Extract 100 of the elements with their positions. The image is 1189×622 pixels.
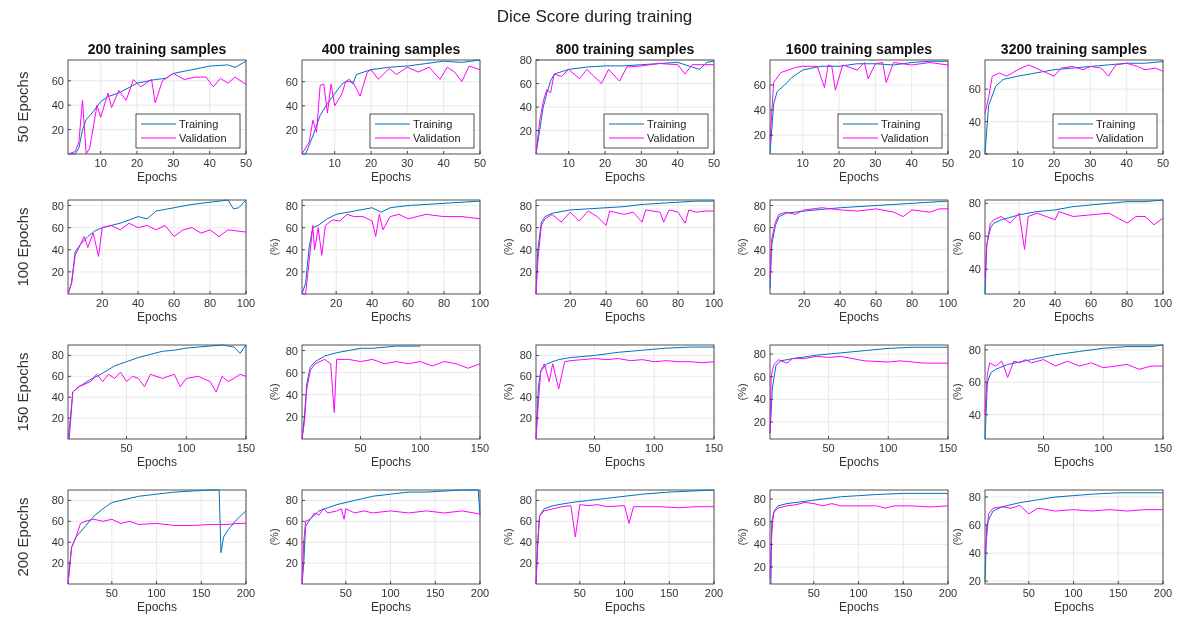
x-tick-label: 10 <box>328 157 341 169</box>
y-axis-title: 200 Epochs <box>14 497 31 577</box>
y-tick-label: 40 <box>968 263 981 276</box>
line-series <box>301 358 481 440</box>
x-tick-label: 100 <box>177 442 196 454</box>
y-tick-label: 20 <box>519 412 532 425</box>
y-axis-title: 50 Epochs <box>14 71 31 143</box>
x-tick-label: 20 <box>564 297 577 309</box>
y-tick-label: 40 <box>285 99 298 112</box>
legend-label: Training <box>413 118 453 130</box>
x-tick-label: 30 <box>1084 157 1097 169</box>
x-axis-title: Epochs <box>136 170 178 184</box>
x-tick-label: 100 <box>704 297 724 309</box>
line-series <box>301 508 481 585</box>
line-series <box>535 504 715 585</box>
x-tick-label: 20 <box>96 297 109 309</box>
y-tick-label: 60 <box>51 515 64 528</box>
x-tick-label: 50 <box>339 587 352 599</box>
y-axis-title: (%) <box>951 528 963 546</box>
x-tick-label: 50 <box>1022 587 1035 599</box>
x-axis-title: Epochs <box>838 455 880 469</box>
x-tick-label: 50 <box>807 587 820 599</box>
x-tick-label: 30 <box>869 157 882 169</box>
y-tick-label: 20 <box>519 557 532 570</box>
x-tick-label: 10 <box>94 157 107 169</box>
x-axis-title: Epochs <box>136 600 178 614</box>
x-tick-label: 100 <box>1094 442 1113 454</box>
y-tick-label: 80 <box>968 491 981 504</box>
y-axis-title: (%) <box>951 238 963 256</box>
y-tick-label: 40 <box>753 393 766 406</box>
legend-label: Training <box>179 118 219 130</box>
y-tick-label: 60 <box>51 221 64 234</box>
x-axis-title: Epochs <box>136 455 178 469</box>
y-axis-title: (%) <box>736 383 748 401</box>
y-tick-label: 60 <box>51 370 64 383</box>
x-tick-label: 200 <box>236 587 256 599</box>
x-tick-label: 20 <box>598 157 612 169</box>
x-tick-label: 150 <box>1153 442 1173 454</box>
x-tick-label: 150 <box>470 442 490 454</box>
y-axis-title: (%) <box>736 238 748 256</box>
y-tick-label: 40 <box>519 101 532 113</box>
x-tick-label: 100 <box>645 442 664 454</box>
line-series <box>769 60 949 155</box>
y-axis-title: (%) <box>268 238 280 256</box>
y-tick-label: 80 <box>968 197 981 210</box>
x-tick-label: 100 <box>381 587 400 599</box>
x-tick-label: 150 <box>704 442 724 454</box>
x-tick-label: 40 <box>834 297 847 309</box>
x-axis-title: Epochs <box>1053 170 1095 184</box>
y-tick-label: 80 <box>519 349 532 362</box>
y-tick-label: 80 <box>519 199 532 212</box>
y-tick-label: 20 <box>968 575 981 588</box>
y-tick-label: 80 <box>51 199 64 212</box>
x-tick-label: 20 <box>1047 157 1061 169</box>
x-tick-label: 50 <box>941 157 955 169</box>
legend-label: Validation <box>1096 132 1144 144</box>
chart-title: 1600 training samples <box>785 41 933 57</box>
y-tick-label: 20 <box>285 410 298 423</box>
x-tick-label: 60 <box>1084 297 1098 309</box>
x-tick-label: 150 <box>894 587 913 599</box>
legend-label: Training <box>881 118 921 130</box>
legend-label: Validation <box>413 132 461 144</box>
y-tick-label: 60 <box>753 79 766 92</box>
line-series <box>769 200 949 289</box>
y-tick-label: 60 <box>753 515 766 528</box>
y-tick-label: 40 <box>519 536 532 549</box>
x-axis-title: Epochs <box>604 455 646 469</box>
x-tick-label: 80 <box>1120 297 1134 309</box>
x-tick-label: 100 <box>236 297 256 309</box>
y-tick-label: 20 <box>285 557 298 570</box>
x-tick-label: 50 <box>105 587 118 599</box>
y-tick-label: 80 <box>753 199 766 212</box>
line-series <box>769 207 949 278</box>
y-tick-label: 20 <box>753 129 766 142</box>
x-axis-title: Epochs <box>604 310 646 324</box>
x-tick-label: 40 <box>905 157 918 169</box>
x-tick-label: 50 <box>354 442 367 454</box>
x-tick-label: 30 <box>635 157 648 169</box>
x-axis-title: Epochs <box>1053 310 1095 324</box>
y-tick-label: 60 <box>519 77 532 90</box>
x-tick-label: 100 <box>879 442 898 454</box>
y-tick-label: 60 <box>753 370 766 383</box>
y-tick-label: 60 <box>968 376 981 389</box>
y-tick-label: 20 <box>51 412 64 425</box>
x-axis-title: Epochs <box>136 310 178 324</box>
y-axis-title: (%) <box>951 383 963 401</box>
x-tick-label: 10 <box>796 157 809 169</box>
y-axis-title: 100 Epochs <box>14 207 31 287</box>
y-tick-label: 40 <box>285 243 298 256</box>
y-tick-label: 60 <box>285 366 298 379</box>
y-tick-label: 40 <box>968 408 981 421</box>
y-tick-label: 60 <box>968 230 981 243</box>
y-tick-label: 60 <box>753 221 766 234</box>
x-tick-label: 40 <box>366 297 379 309</box>
x-tick-label: 100 <box>849 587 868 599</box>
x-tick-label: 200 <box>938 587 958 599</box>
y-tick-label: 20 <box>51 265 64 278</box>
y-tick-label: 80 <box>51 349 64 362</box>
y-tick-label: 40 <box>753 538 766 551</box>
line-series <box>769 62 949 142</box>
